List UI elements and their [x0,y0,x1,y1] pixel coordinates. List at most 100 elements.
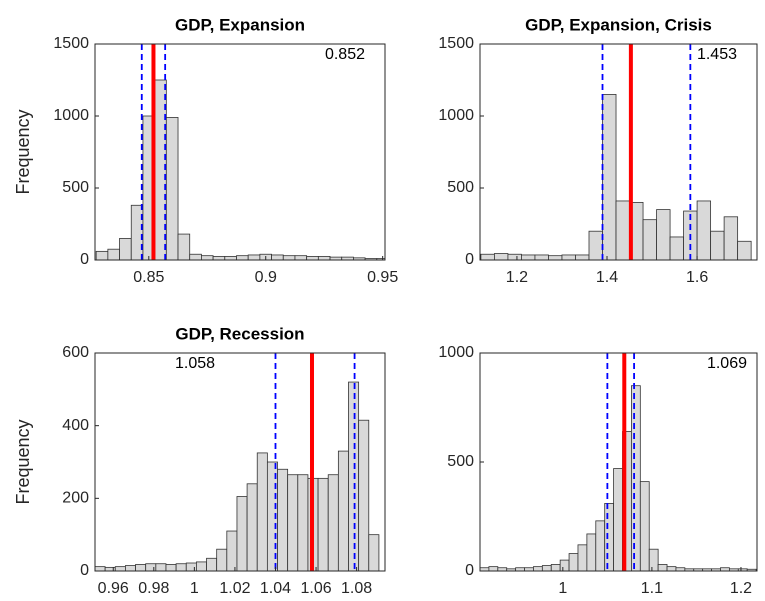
y-tick-label: 1500 [53,35,89,52]
bar [185,562,197,571]
bar [642,219,657,260]
plot-area [95,44,385,260]
bar [723,216,739,260]
axes-box [94,43,386,261]
bar [577,544,588,571]
bar [95,566,106,571]
y-tick-label: 500 [447,453,474,470]
bar [337,450,349,571]
mean-annotation: 1.453 [697,46,737,63]
bar [666,566,677,571]
bar [297,474,309,571]
x-tick-label: 0.9 [255,269,277,286]
bar [130,204,144,260]
bar [287,474,299,571]
bar [145,563,157,571]
bar [206,557,218,571]
panel-title: GDP, Expansion, Crisis [525,15,712,34]
bar [595,520,606,571]
bar [107,248,120,260]
bar [236,255,249,260]
x-tick-label: 1.04 [260,580,291,597]
bar [114,566,126,571]
bar [507,253,522,260]
bar [306,255,319,260]
bar [710,230,725,260]
y-tick-label: 500 [62,179,89,196]
x-tick-label: 1.08 [341,580,372,597]
bar [277,468,289,571]
y-tick-label: 0 [465,251,474,268]
bar [119,237,132,260]
plot-area [480,44,752,260]
y-tick-label: 200 [62,490,89,507]
bar [480,253,495,260]
x-tick-label: 0.85 [133,269,164,286]
bar [226,530,238,571]
bar [358,419,370,571]
bar [271,254,284,260]
x-tick-label: 1.1 [641,580,663,597]
bar [175,563,187,571]
bar [639,481,650,571]
bar [586,533,597,571]
bar [604,503,615,571]
x-tick-label: 1.2 [506,269,528,286]
bar [548,255,563,260]
bar [256,452,268,571]
x-tick-label: 1.2 [730,580,752,597]
panel-title: GDP, Expansion [175,15,305,34]
bar [737,240,752,260]
bar [541,565,552,571]
axes-box [479,43,758,261]
bar [165,564,177,571]
panel-title: GDP, Recession [175,324,304,343]
y-axis-label: Frequency [13,109,33,194]
bar [216,548,228,571]
bar [135,564,147,571]
bar [534,254,549,260]
bar [165,117,179,260]
bar [696,200,712,260]
y-tick-label: 1000 [438,344,474,361]
y-tick-label: 0 [465,562,474,579]
panel: 0 500 1000 1500 1.2 1.4 1.6 GDP, Expansion, Cri… [438,15,758,286]
bar [195,561,207,571]
bar [521,254,536,260]
bar [494,253,509,260]
bar [317,477,329,571]
y-tick-label: 0 [80,251,89,268]
y-tick-label: 500 [447,179,474,196]
bar [317,255,331,260]
bar [95,250,109,260]
bar [488,566,499,571]
bar [177,233,191,260]
panel: 0 500 1000 1 1.1 1.2 1.069 [438,344,758,597]
mean-annotation: 1.069 [707,355,747,372]
y-tick-label: 1500 [438,35,474,52]
bar [189,253,202,260]
bar [550,564,561,571]
x-tick-label: 1.02 [219,580,250,597]
bar [602,94,617,260]
y-tick-label: 600 [62,344,89,361]
bar [561,254,576,260]
bar [212,255,226,260]
y-tick-label: 400 [62,417,89,434]
bar [613,468,623,571]
bar [588,230,603,260]
axes-box [94,352,386,572]
bar [236,496,248,571]
panel: 0 500 1000 1500 0.85 0.9 0.95 GDP, Expansion Fre… [13,15,399,286]
bar [348,381,360,571]
x-tick-label: 0.96 [98,580,129,597]
bar [247,254,261,260]
plot-area [480,353,757,571]
bar [533,566,543,571]
bar [568,553,579,571]
bar [294,255,308,260]
y-tick-label: 1000 [53,107,89,124]
bar [282,255,296,260]
x-tick-label: 1.6 [686,269,708,286]
